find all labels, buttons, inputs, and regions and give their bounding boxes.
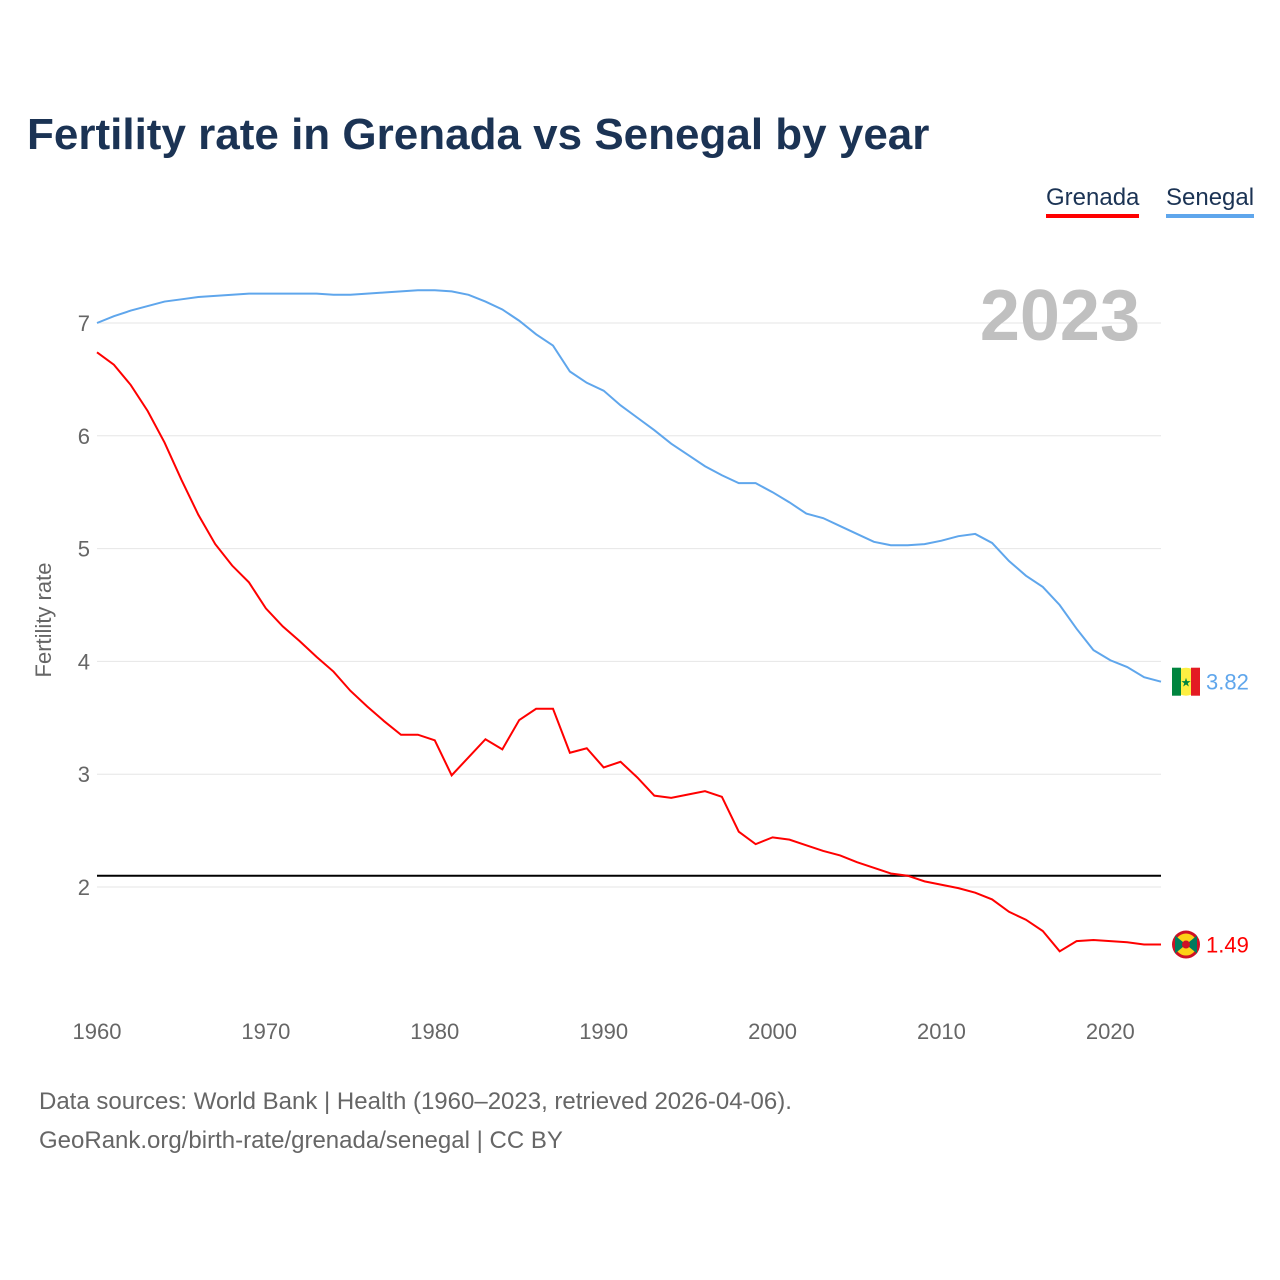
legend-grenada[interactable]: Grenada (1046, 184, 1140, 218)
flag-senegal-icon: ★ (1172, 667, 1200, 696)
y-tick-label: 7 (78, 311, 90, 336)
end-value-label-senegal: 3.82 (1206, 670, 1249, 695)
flag-stripe (1172, 667, 1181, 696)
x-tick-label: 2020 (1086, 1019, 1135, 1044)
y-tick-label: 5 (78, 537, 90, 562)
x-tick-label: 1960 (73, 1019, 122, 1044)
x-tick-label: 2000 (748, 1019, 797, 1044)
x-tick-label: 1980 (410, 1019, 459, 1044)
chart-title: Fertility rate in Grenada vs Senegal by … (27, 110, 930, 159)
y-tick-label: 2 (78, 875, 90, 900)
flag-center (1182, 940, 1190, 949)
flag-star: ★ (1181, 676, 1192, 690)
year-watermark: 2023 (980, 276, 1140, 356)
footer-link[interactable]: GeoRank.org/birth-rate/grenada/senegal |… (39, 1127, 563, 1154)
y-tick-label: 3 (78, 762, 90, 787)
flag-stripe (1191, 667, 1200, 696)
series-line-senegal (96, 289, 1162, 683)
flag-grenada-icon (1172, 930, 1200, 959)
y-axis-label: Fertility rate (31, 563, 56, 678)
y-tick-label: 4 (78, 649, 90, 674)
end-value-label-grenada: 1.49 (1206, 933, 1249, 958)
x-tick-label: 1990 (579, 1019, 628, 1044)
legend-senegal[interactable]: Senegal (1166, 184, 1255, 218)
x-tick-label: 2010 (917, 1019, 966, 1044)
footer-sources: Data sources: World Bank | Health (1960–… (39, 1088, 792, 1115)
y-tick-label: 6 (78, 424, 90, 449)
series-line-grenada (96, 351, 1161, 953)
x-tick-label: 1970 (241, 1019, 290, 1044)
